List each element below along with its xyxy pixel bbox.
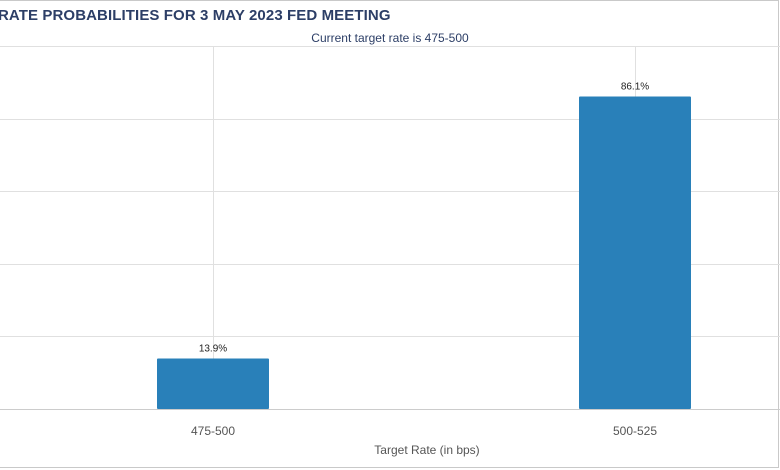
data-labels: 13.9% 86.1%: [199, 81, 649, 354]
bar-data-label: 13.9%: [199, 344, 227, 355]
x-tick-labels: 475-500 500-525: [191, 424, 657, 438]
x-tick-label: 475-500: [191, 424, 235, 438]
bar-data-label: 86.1%: [621, 81, 649, 92]
x-tick-label: 500-525: [613, 424, 657, 438]
bar: [157, 358, 269, 409]
chart-title: RATE PROBABILITIES FOR 3 MAY 2023 FED ME…: [0, 7, 391, 24]
x-axis-title: Target Rate (in bps): [374, 443, 479, 457]
bars: [157, 96, 691, 409]
chart-subtitle: Current target rate is 475-500: [311, 31, 469, 45]
bar: [579, 96, 691, 409]
